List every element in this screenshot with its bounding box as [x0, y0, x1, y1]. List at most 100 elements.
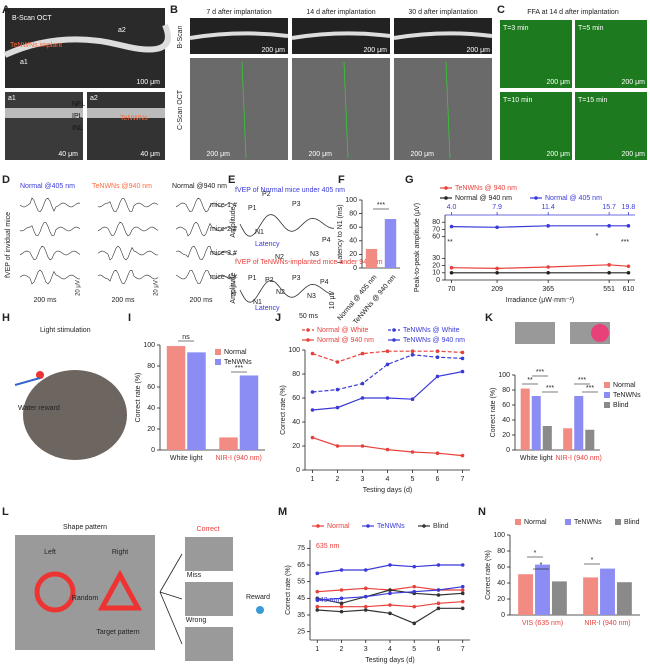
y-tick-label: 0 — [353, 265, 357, 272]
point — [335, 387, 340, 392]
y-tick-label: 100 — [345, 197, 357, 204]
y-tick-label: 70 — [432, 226, 440, 233]
figure-text: Light stimulation — [40, 327, 91, 334]
figure-text: Normal @405 nm — [20, 183, 75, 190]
y-tick-label: 40 — [292, 419, 300, 426]
x-tick-label: 5 — [412, 646, 416, 653]
legend-marker — [366, 524, 370, 528]
x2-tick-label: 7.9 — [492, 204, 502, 211]
bar — [187, 352, 206, 450]
bar — [520, 388, 530, 450]
figure-text: TeNWNs implant — [10, 42, 62, 49]
y-tick-label: 25 — [297, 629, 305, 636]
figure-text: 200 ms — [112, 297, 135, 304]
x2-tick-label: 15.7 — [602, 204, 616, 211]
y-tick-label: 100 — [493, 532, 505, 539]
point — [412, 589, 417, 594]
figure-text: 200 μm — [364, 47, 388, 54]
figure-text: 200 μm — [622, 79, 646, 86]
point — [460, 588, 465, 592]
trace — [19, 245, 81, 261]
screen — [185, 582, 233, 616]
figure-text: 200 μm — [547, 79, 571, 86]
figure-text: C-Scan OCT — [177, 89, 184, 130]
point — [315, 604, 320, 609]
shape — [97, 569, 143, 611]
figure-text: 200 ms — [34, 297, 57, 304]
point — [388, 588, 392, 592]
point — [626, 224, 631, 228]
point — [310, 390, 315, 394]
point — [607, 224, 611, 228]
point — [436, 601, 441, 606]
figure-text: Amplitude — [230, 206, 237, 237]
y-axis-label: Correct rate (%) — [285, 565, 292, 615]
y-tick-label: 20 — [432, 262, 440, 269]
y-tick-label: 0 — [501, 612, 505, 619]
group-label: 940 nm — [316, 597, 340, 604]
figure-text: 200 μm — [467, 47, 491, 54]
figure-text: P1 — [248, 275, 257, 282]
bar — [518, 574, 534, 615]
y-tick-label: 40 — [502, 417, 510, 424]
x-tick-label: NIR-I (940 nm) — [584, 620, 630, 627]
shape — [34, 571, 76, 613]
legend-label: TeNWNs @ 940 nm — [403, 337, 465, 344]
y-tick-label: 20 — [147, 426, 155, 433]
y-tick-label: 80 — [147, 363, 155, 370]
legend-swatch — [215, 359, 221, 365]
point — [495, 225, 499, 230]
point — [339, 601, 344, 606]
image — [500, 20, 572, 88]
point — [435, 355, 440, 360]
point — [412, 584, 417, 589]
screen — [185, 627, 233, 661]
point — [546, 265, 550, 269]
panel-label: N — [478, 506, 486, 518]
legend-marker — [392, 328, 396, 332]
x-tick-label: 551 — [603, 286, 615, 293]
figure-text: P2 — [262, 191, 271, 198]
figure-text: P4 — [320, 279, 329, 286]
point — [363, 568, 368, 572]
icon — [591, 324, 609, 342]
legend-swatch — [604, 382, 610, 388]
point — [410, 349, 415, 354]
figure-text: 30 d after implantation — [408, 9, 477, 16]
y-tick-label: 20 — [497, 596, 505, 603]
legend-label: Blind — [433, 523, 449, 530]
legend-label: TeNWNs @ 940 nm — [455, 185, 517, 192]
significance: *** — [578, 377, 586, 384]
legend-swatch — [604, 392, 610, 398]
point — [607, 263, 611, 267]
x-tick-label: 2 — [340, 646, 344, 653]
legend-swatch — [615, 519, 621, 525]
x2-tick-label: 4.0 — [447, 204, 457, 211]
x-axis-label: Irradiance (μW·mm⁻²) — [506, 297, 574, 304]
x-tick-label: 2 — [336, 476, 340, 483]
bar — [563, 428, 573, 450]
point — [360, 444, 365, 448]
y-tick-label: 0 — [436, 277, 440, 284]
x-tick-label: 7 — [461, 646, 465, 653]
figure-text: 200 ms — [190, 297, 213, 304]
point — [495, 266, 499, 271]
significance: *** — [377, 202, 385, 209]
legend-swatch — [565, 519, 571, 525]
y-tick-label: 40 — [147, 405, 155, 412]
point — [315, 571, 320, 576]
image — [575, 92, 647, 160]
figure-text: T=3 min — [503, 25, 529, 32]
y-tick-label: 10 — [432, 270, 440, 277]
point — [546, 270, 550, 275]
figure-text: 10 μV — [329, 290, 336, 309]
legend-marker — [306, 328, 310, 332]
point — [607, 270, 611, 275]
point — [626, 264, 631, 269]
x-tick-label: NIR-I (940 nm) — [556, 455, 602, 462]
point — [363, 604, 368, 609]
x-tick-label: White light — [170, 455, 203, 462]
series-line — [312, 371, 463, 411]
figure-text: mice-1 # — [210, 202, 237, 209]
oct-layer — [87, 108, 165, 118]
